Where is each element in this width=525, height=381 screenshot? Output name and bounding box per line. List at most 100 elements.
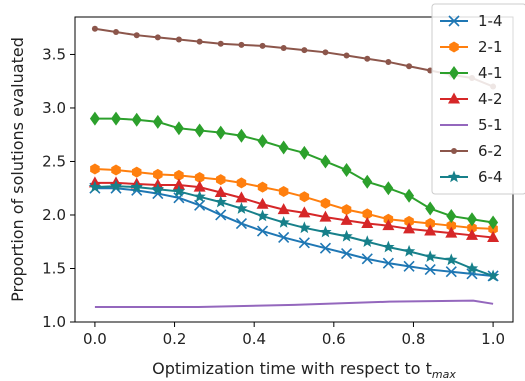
data-point bbox=[447, 170, 461, 183]
data-point bbox=[131, 166, 142, 178]
data-point bbox=[277, 203, 290, 215]
data-point bbox=[172, 178, 185, 190]
data-point bbox=[130, 180, 143, 193]
legend-item: 2-1 bbox=[440, 38, 503, 56]
data-point bbox=[382, 219, 395, 231]
data-point bbox=[154, 34, 161, 41]
data-point bbox=[172, 184, 186, 197]
data-point bbox=[235, 217, 248, 230]
data-point bbox=[340, 213, 353, 225]
data-point bbox=[445, 226, 458, 238]
y-tick-label: 3.0 bbox=[42, 99, 66, 117]
data-point bbox=[402, 244, 416, 257]
data-point bbox=[406, 63, 413, 70]
data-point bbox=[235, 202, 248, 214]
data-point bbox=[236, 128, 247, 143]
series-4-1 bbox=[89, 111, 499, 230]
data-point bbox=[322, 49, 329, 56]
series-line bbox=[94, 27, 494, 88]
data-point bbox=[174, 169, 184, 181]
data-point bbox=[215, 125, 226, 140]
data-point bbox=[257, 134, 268, 149]
data-point bbox=[215, 174, 226, 186]
data-point bbox=[194, 172, 205, 184]
data-point bbox=[88, 180, 102, 193]
data-point bbox=[193, 180, 206, 192]
data-point bbox=[361, 235, 374, 247]
data-point bbox=[235, 191, 248, 203]
data-point bbox=[89, 111, 100, 126]
data-point bbox=[425, 201, 436, 216]
data-point bbox=[152, 114, 163, 129]
data-point bbox=[449, 66, 459, 80]
data-point bbox=[451, 148, 457, 154]
data-point bbox=[301, 47, 308, 54]
data-point bbox=[364, 55, 371, 62]
x-tick-label: 0.0 bbox=[83, 330, 107, 348]
legend-item: 4-1 bbox=[440, 64, 503, 82]
data-point bbox=[217, 40, 224, 47]
legend-label: 6-4 bbox=[478, 168, 503, 186]
data-point bbox=[465, 261, 479, 274]
legend-label: 4-1 bbox=[478, 64, 503, 82]
series-6-4 bbox=[88, 179, 500, 282]
data-point bbox=[424, 224, 437, 236]
y-tick-label: 2.5 bbox=[42, 152, 66, 170]
data-point bbox=[111, 111, 122, 126]
y-axis-label: Proportion of solutions evaluated bbox=[8, 37, 27, 302]
data-point bbox=[153, 168, 163, 180]
data-point bbox=[467, 222, 477, 234]
data-point bbox=[448, 15, 460, 27]
data-point bbox=[256, 209, 269, 222]
data-point bbox=[215, 209, 227, 221]
data-point bbox=[486, 269, 500, 282]
data-point bbox=[403, 222, 416, 234]
data-point bbox=[319, 242, 332, 254]
data-point bbox=[299, 145, 310, 160]
data-point bbox=[446, 220, 457, 232]
data-point bbox=[340, 229, 353, 242]
data-point bbox=[280, 45, 287, 52]
data-point bbox=[113, 28, 120, 35]
data-point bbox=[319, 225, 332, 238]
data-point bbox=[173, 192, 185, 204]
data-point bbox=[151, 182, 165, 195]
data-point bbox=[423, 250, 437, 262]
data-point bbox=[448, 92, 460, 104]
data-point bbox=[173, 121, 184, 136]
data-point bbox=[298, 221, 311, 234]
legend-item: 5-1 bbox=[440, 116, 503, 134]
x-tick-label: 0.4 bbox=[242, 330, 266, 348]
data-point bbox=[385, 58, 392, 65]
data-point bbox=[236, 177, 247, 189]
y-tick-label: 1.5 bbox=[42, 259, 66, 277]
data-point bbox=[319, 210, 332, 222]
data-point bbox=[256, 197, 269, 209]
data-point bbox=[256, 225, 269, 237]
data-point bbox=[277, 215, 290, 228]
data-point bbox=[278, 231, 290, 244]
data-point bbox=[449, 41, 459, 53]
series-line bbox=[94, 299, 494, 309]
legend-label: 1-4 bbox=[478, 12, 503, 30]
data-point bbox=[320, 154, 331, 169]
x-tick-label: 0.6 bbox=[322, 330, 346, 348]
data-point bbox=[403, 260, 415, 272]
y-tick-label: 3.5 bbox=[42, 45, 66, 63]
data-point bbox=[196, 38, 203, 45]
data-point bbox=[341, 163, 352, 178]
data-point bbox=[488, 215, 499, 230]
data-point bbox=[193, 190, 206, 203]
data-point bbox=[175, 36, 182, 43]
data-point bbox=[131, 112, 142, 127]
data-point bbox=[445, 266, 457, 278]
data-point bbox=[425, 218, 435, 230]
data-point bbox=[341, 204, 352, 216]
y-tick-label: 2.0 bbox=[42, 206, 66, 224]
x-tick-label: 0.8 bbox=[402, 330, 426, 348]
data-point bbox=[299, 191, 310, 203]
data-point bbox=[90, 163, 100, 175]
data-point bbox=[298, 206, 311, 218]
x-axis-label-text: Optimization time with respect to t bbox=[152, 359, 432, 378]
